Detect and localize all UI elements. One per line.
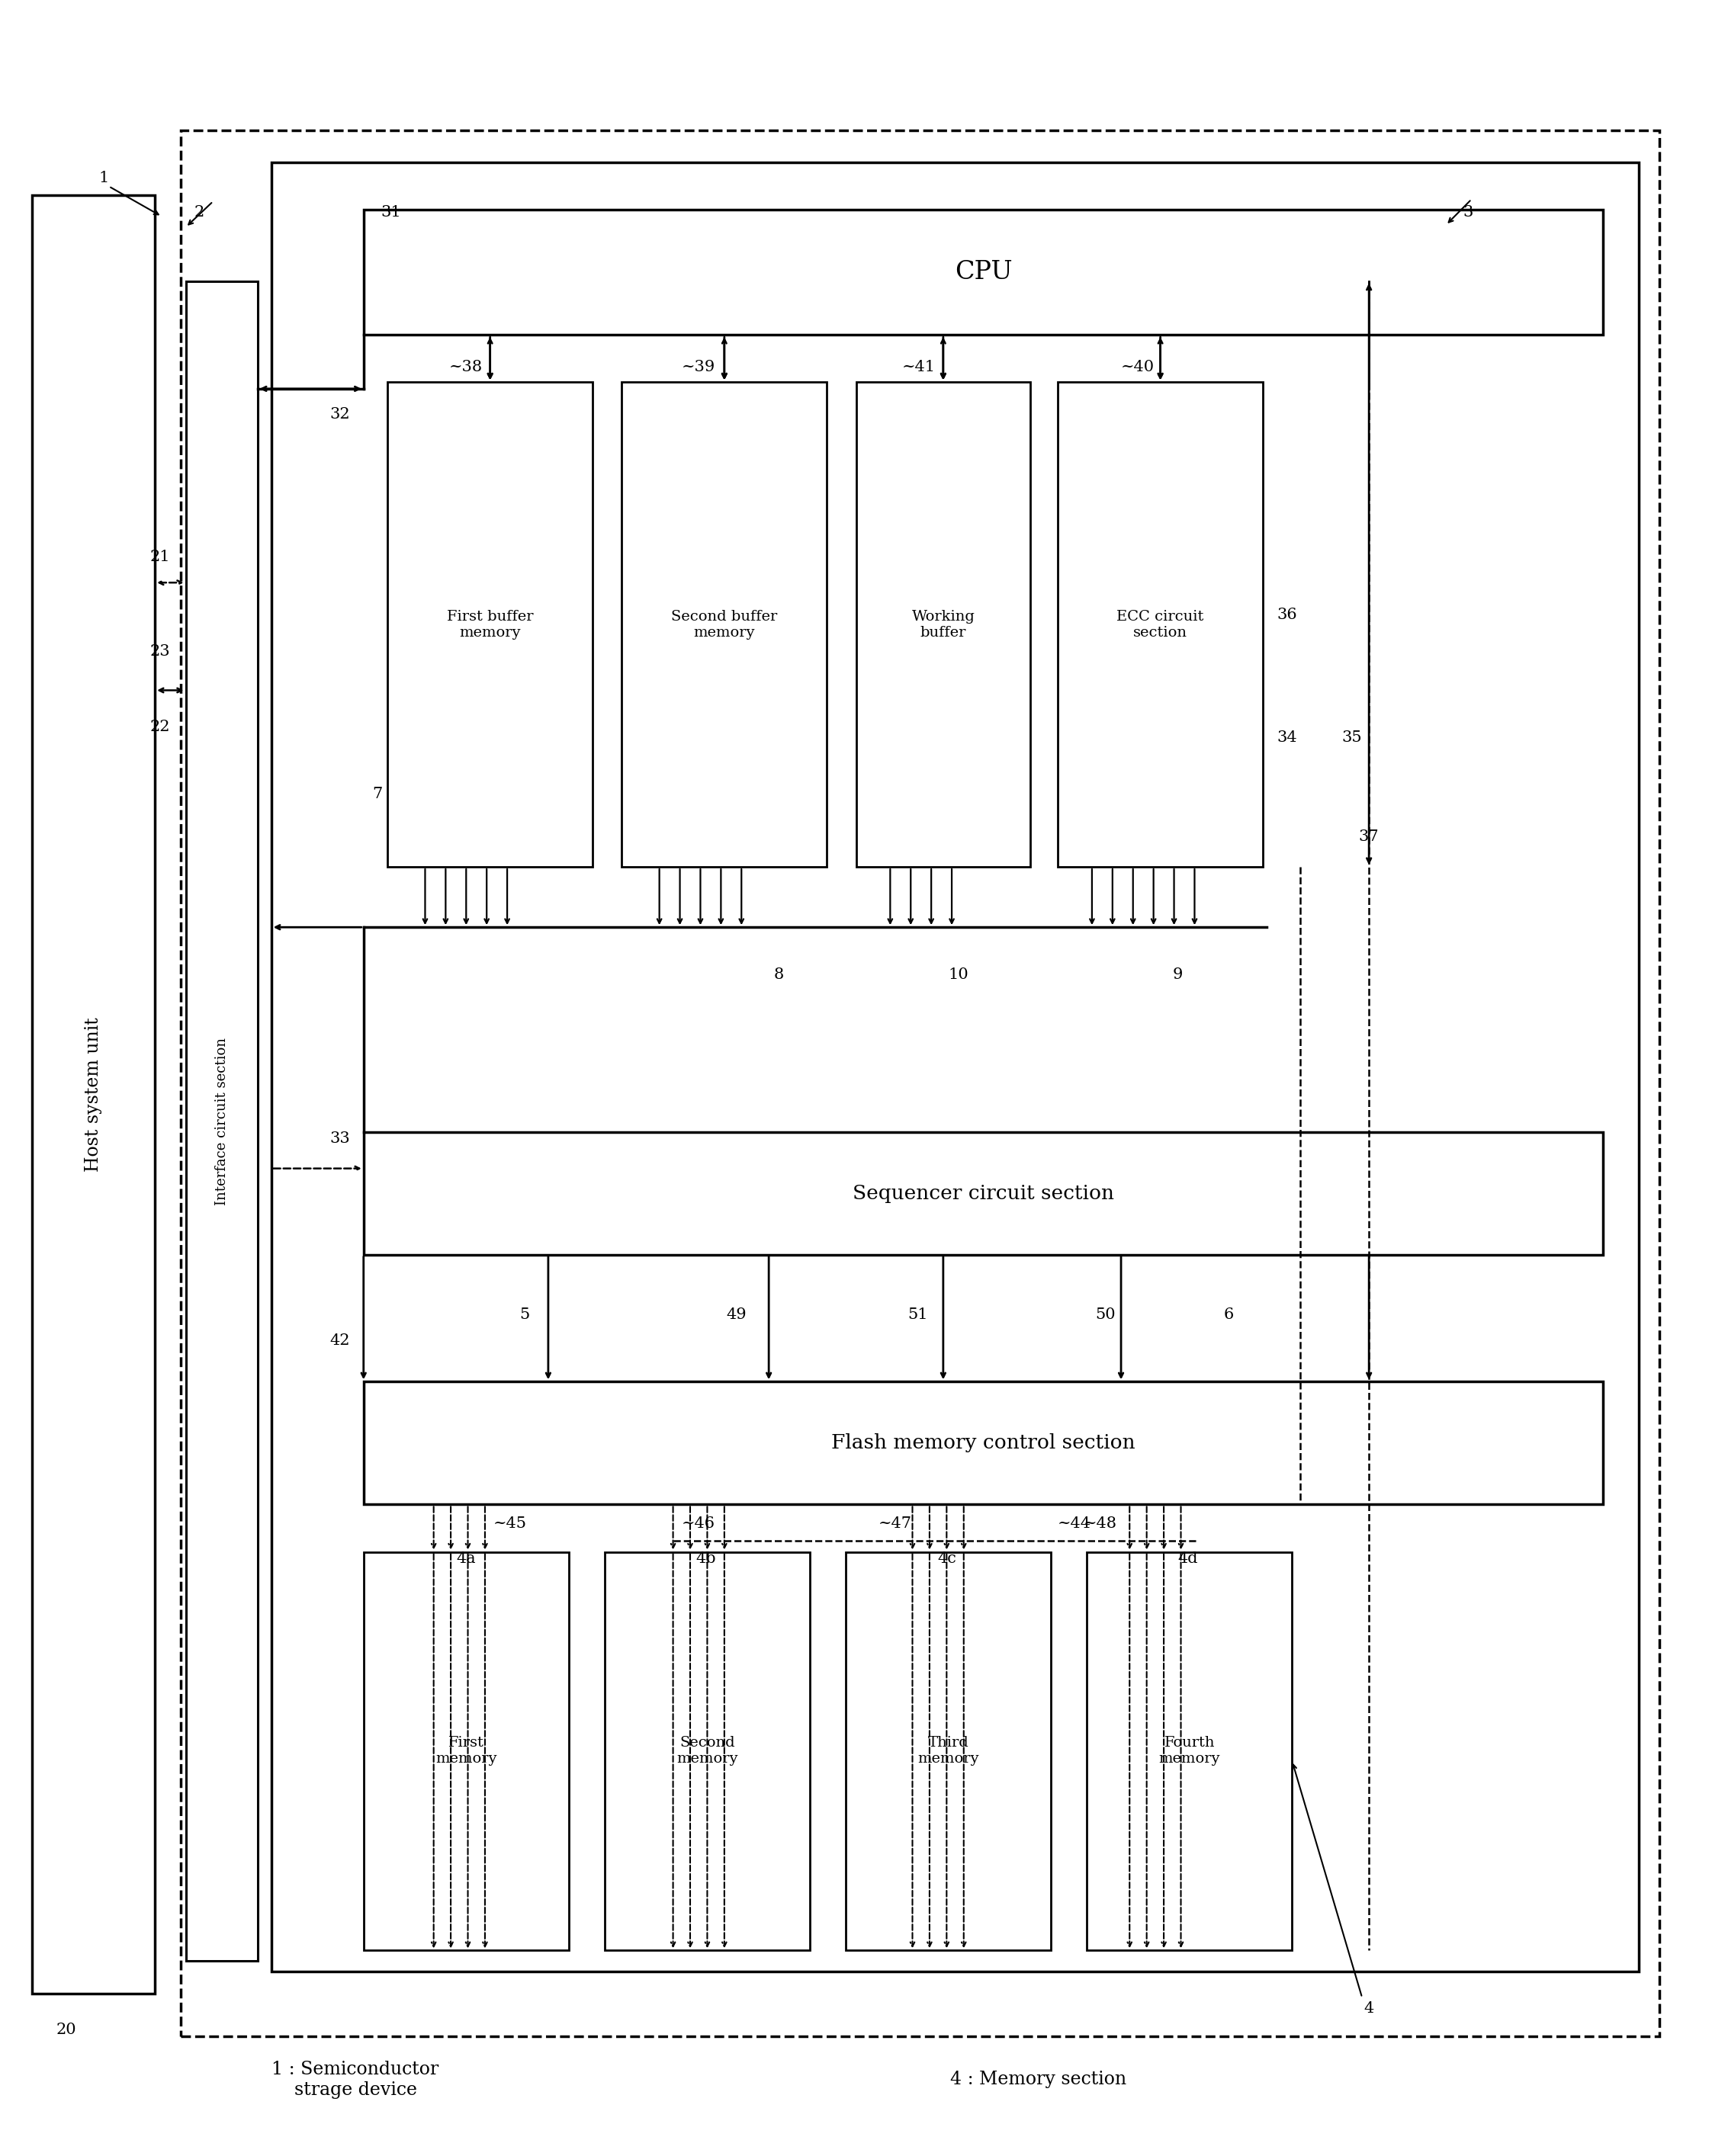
- Bar: [387, 382, 592, 867]
- Text: 49: 49: [726, 1309, 746, 1322]
- Text: ~41: ~41: [902, 360, 936, 375]
- Text: 8: 8: [774, 968, 784, 981]
- Bar: [1087, 1552, 1293, 1951]
- Text: Working
buffer: Working buffer: [911, 610, 974, 640]
- Text: 21: 21: [151, 550, 169, 565]
- Text: 4 : Memory section: 4 : Memory section: [950, 2070, 1126, 2089]
- Bar: [180, 129, 1659, 2037]
- Text: 2: 2: [195, 205, 204, 220]
- Bar: [185, 280, 257, 1962]
- Text: 37: 37: [1359, 830, 1380, 843]
- Text: 5: 5: [519, 1309, 529, 1322]
- Text: ~38: ~38: [449, 360, 483, 375]
- Text: 7: 7: [372, 787, 382, 800]
- Text: 50: 50: [1096, 1309, 1116, 1322]
- Text: 10: 10: [948, 968, 969, 981]
- Text: ECC circuit
section: ECC circuit section: [1116, 610, 1204, 640]
- Text: 35: 35: [1342, 731, 1363, 746]
- Text: 20: 20: [56, 2022, 77, 2037]
- Text: Host system unit: Host system unit: [84, 1018, 103, 1171]
- Bar: [846, 1552, 1051, 1951]
- Text: 31: 31: [380, 205, 401, 220]
- Text: Third
memory: Third memory: [918, 1736, 979, 1766]
- Text: 3: 3: [1464, 205, 1474, 220]
- Bar: [363, 1132, 1602, 1255]
- Text: First buffer
memory: First buffer memory: [447, 610, 534, 640]
- Text: 32: 32: [329, 407, 349, 423]
- Bar: [1058, 382, 1263, 867]
- Text: First
memory: First memory: [435, 1736, 496, 1766]
- Text: 34: 34: [1277, 731, 1298, 746]
- Text: 22: 22: [151, 720, 169, 735]
- Text: Second buffer
memory: Second buffer memory: [671, 610, 777, 640]
- Text: ~48: ~48: [1084, 1516, 1116, 1531]
- Text: 42: 42: [329, 1335, 349, 1348]
- Text: ~39: ~39: [681, 360, 716, 375]
- Text: CPU: CPU: [955, 261, 1012, 285]
- Text: 6: 6: [1224, 1309, 1234, 1322]
- Text: ~40: ~40: [1121, 360, 1154, 375]
- Text: Fourth
memory: Fourth memory: [1159, 1736, 1221, 1766]
- Text: Sequencer circuit section: Sequencer circuit section: [853, 1184, 1115, 1203]
- Bar: [604, 1552, 810, 1951]
- Bar: [363, 1382, 1602, 1505]
- Bar: [621, 382, 827, 867]
- Text: ~46: ~46: [681, 1516, 716, 1531]
- Text: 4c: 4c: [936, 1550, 955, 1565]
- Text: 9: 9: [1173, 968, 1183, 981]
- Bar: [270, 162, 1638, 1973]
- Text: 51: 51: [907, 1309, 928, 1322]
- Text: 33: 33: [329, 1132, 349, 1145]
- Text: 36: 36: [1277, 608, 1298, 623]
- Text: 4a: 4a: [457, 1550, 476, 1565]
- Text: 23: 23: [151, 645, 169, 660]
- Text: ~47: ~47: [878, 1516, 912, 1531]
- Text: ~45: ~45: [493, 1516, 527, 1531]
- Text: 4: 4: [1364, 2001, 1375, 2016]
- Text: Flash memory control section: Flash memory control section: [832, 1434, 1135, 1453]
- Text: Interface circuit section: Interface circuit section: [214, 1037, 228, 1205]
- Text: 1 : Semiconductor
    strage device: 1 : Semiconductor strage device: [270, 2061, 438, 2098]
- Bar: [33, 194, 156, 1994]
- Bar: [363, 1552, 568, 1951]
- Text: 4d: 4d: [1178, 1550, 1198, 1565]
- Text: 4b: 4b: [695, 1550, 716, 1565]
- Text: ~44: ~44: [1058, 1516, 1091, 1531]
- Text: 1: 1: [99, 170, 110, 185]
- Bar: [363, 209, 1602, 334]
- Text: Second
memory: Second memory: [676, 1736, 738, 1766]
- Bar: [856, 382, 1031, 867]
